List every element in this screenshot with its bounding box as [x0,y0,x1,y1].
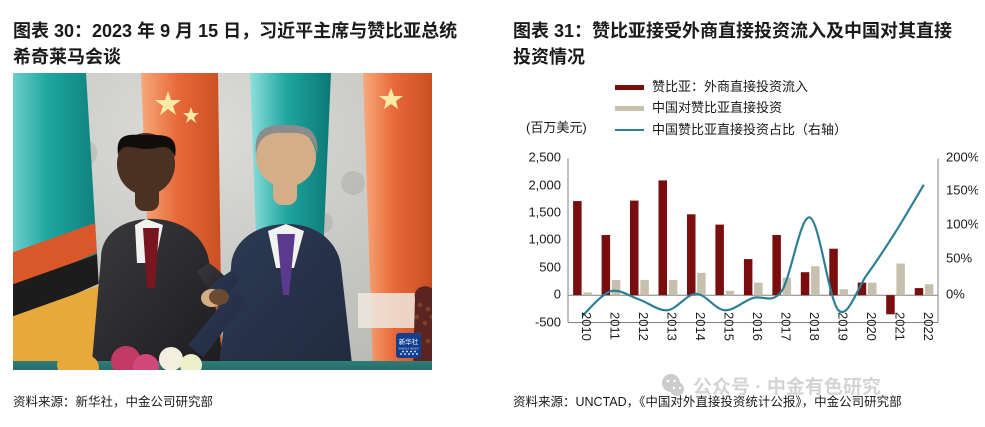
svg-text:500: 500 [539,260,561,275]
svg-text:2013: 2013 [665,312,680,341]
svg-text:2020: 2020 [864,312,879,341]
svg-text:新华社: 新华社 [399,336,419,346]
svg-text:2018: 2018 [807,312,822,341]
svg-text:2012: 2012 [636,312,651,341]
svg-text:2021: 2021 [892,312,907,341]
svg-text:100%: 100% [946,217,978,232]
svg-text:2015: 2015 [722,312,737,341]
svg-text:2019: 2019 [835,312,850,341]
svg-text:200%: 200% [946,150,978,165]
svg-text:2011: 2011 [608,312,623,340]
svg-text:150%: 150% [946,183,978,198]
svg-text:2,000: 2,000 [528,178,561,193]
svg-text:2016: 2016 [750,312,765,341]
svg-text:2022: 2022 [921,312,936,341]
svg-text:XINHUA NEWS: XINHUA NEWS [398,347,418,351]
svg-text:50%: 50% [946,251,972,266]
svg-text:2,500: 2,500 [528,150,561,165]
svg-text:1,500: 1,500 [528,205,561,220]
svg-text:2010: 2010 [579,312,594,341]
svg-text:2017: 2017 [779,312,794,341]
svg-text:1,000: 1,000 [528,232,561,247]
svg-text:2014: 2014 [693,312,708,341]
